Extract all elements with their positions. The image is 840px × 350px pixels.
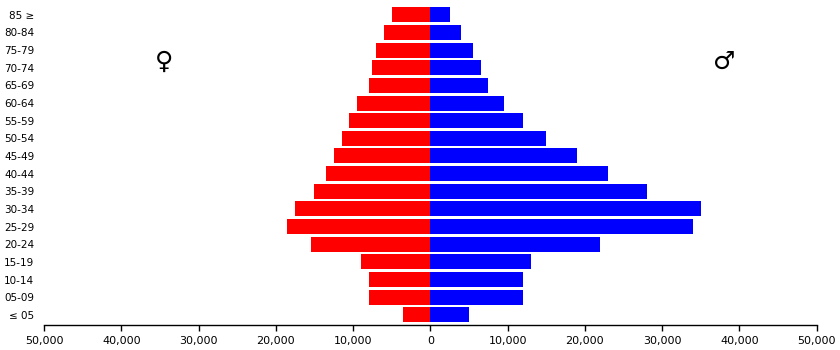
Bar [376, 43, 430, 57]
Bar [430, 307, 469, 322]
Bar [311, 237, 430, 252]
Bar [430, 148, 577, 163]
Bar [357, 96, 430, 111]
Bar [430, 237, 601, 252]
Bar [430, 43, 473, 57]
Bar [333, 148, 430, 163]
Bar [430, 7, 449, 22]
Bar [287, 219, 430, 234]
Bar [430, 25, 461, 40]
Bar [295, 201, 430, 216]
Bar [342, 131, 430, 146]
Bar [361, 254, 430, 270]
Bar [430, 60, 480, 75]
Bar [314, 184, 430, 199]
Bar [430, 219, 693, 234]
Bar [430, 131, 546, 146]
Text: ♂: ♂ [712, 50, 735, 74]
Bar [372, 60, 430, 75]
Bar [391, 7, 430, 22]
Bar [369, 272, 430, 287]
Bar [430, 290, 523, 305]
Bar [430, 272, 523, 287]
Bar [430, 254, 531, 270]
Bar [403, 307, 430, 322]
Bar [430, 166, 608, 181]
Text: ♀: ♀ [155, 50, 173, 74]
Bar [430, 96, 504, 111]
Bar [430, 201, 701, 216]
Bar [369, 78, 430, 93]
Bar [369, 290, 430, 305]
Bar [326, 166, 430, 181]
Bar [384, 25, 430, 40]
Bar [430, 113, 523, 128]
Bar [430, 184, 647, 199]
Bar [430, 78, 488, 93]
Bar [349, 113, 430, 128]
